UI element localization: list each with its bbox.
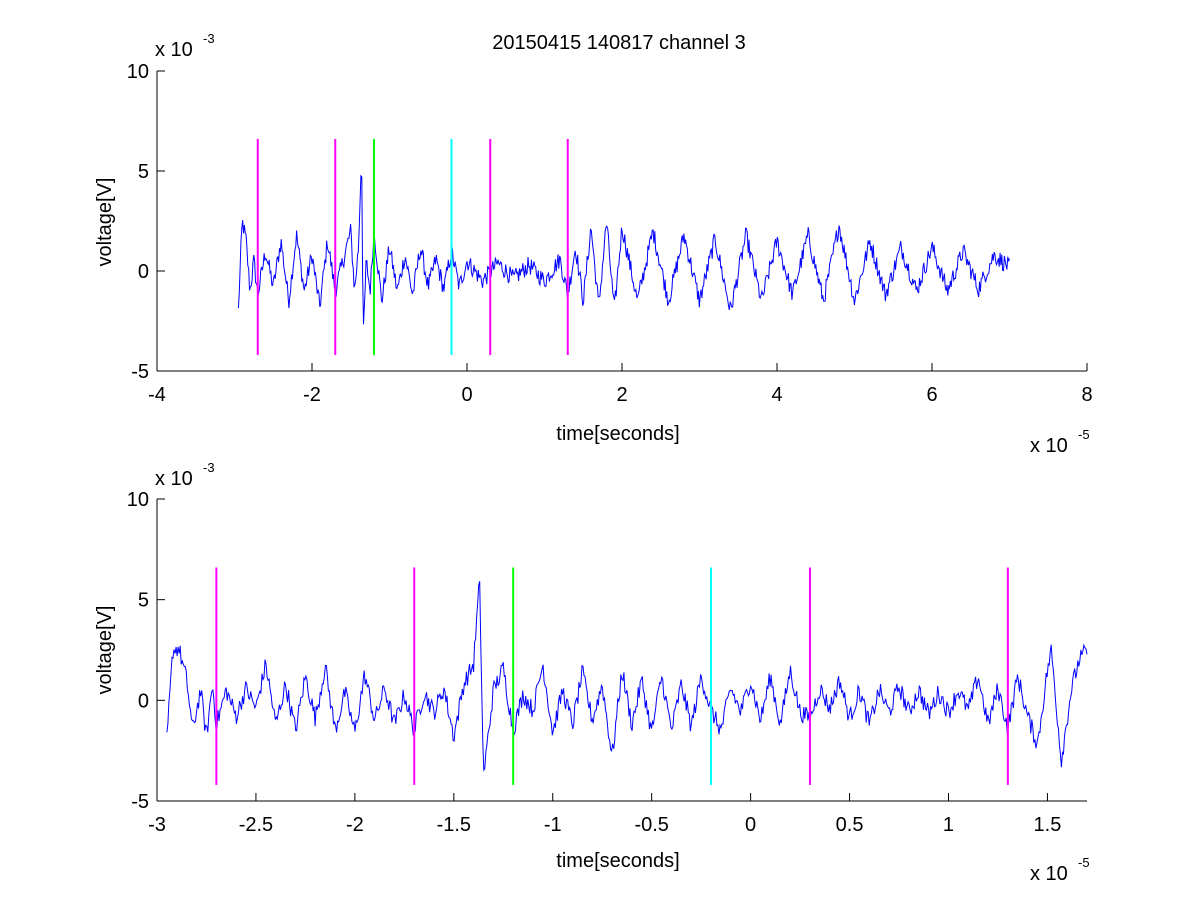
x-tick-label: -2.5	[239, 814, 273, 836]
x-exponent-value: -5	[1078, 427, 1090, 442]
x-tick-label: -1.5	[437, 814, 471, 836]
y-tick-label: 5	[138, 590, 149, 612]
x-tick-label: -1	[544, 814, 562, 836]
x-exponent-label: x 10	[1030, 863, 1068, 885]
x-exponent-value: -5	[1078, 855, 1090, 870]
y-tick-label: -5	[131, 791, 149, 813]
x-tick-label: 6	[926, 384, 937, 406]
x-tick-label: 8	[1081, 384, 1092, 406]
axes-top: x 10 -3 x 10 -5 time[seconds] voltage[V]…	[94, 31, 1093, 457]
x-tick-label: 2	[616, 384, 627, 406]
y-axis-label: voltage[V]	[94, 178, 116, 267]
y-tick-label: -5	[131, 361, 149, 383]
x-tick-label: -2	[346, 814, 364, 836]
x-tick-label: -3	[148, 814, 166, 836]
y-axis-label: voltage[V]	[94, 606, 116, 695]
signal-line	[237, 174, 1010, 325]
x-tick-label: 0.5	[836, 814, 864, 836]
y-exponent-label: x 10	[155, 468, 193, 490]
signal-line	[166, 581, 1088, 772]
x-tick-label: 0	[461, 384, 472, 406]
axes-bottom: x 10 -3 x 10 -5 time[seconds] voltage[V]…	[94, 460, 1090, 885]
y-exponent-value: -3	[203, 460, 215, 475]
y-tick-label: 0	[138, 261, 149, 283]
x-tick-label: 1	[943, 814, 954, 836]
x-axis-label: time[seconds]	[556, 850, 679, 872]
x-tick-label: 1.5	[1034, 814, 1062, 836]
y-exponent-value: -3	[203, 31, 215, 46]
y-tick-label: 10	[127, 61, 149, 83]
x-tick-label: 4	[771, 384, 782, 406]
x-tick-label: -4	[148, 384, 166, 406]
y-tick-label: 5	[138, 161, 149, 183]
y-tick-label: 10	[127, 489, 149, 511]
x-tick-label: -2	[303, 384, 321, 406]
y-exponent-label: x 10	[155, 39, 193, 61]
chart-title: 20150415 140817 channel 3	[492, 32, 746, 54]
x-tick-label: -0.5	[634, 814, 668, 836]
x-axis-label: time[seconds]	[556, 423, 679, 445]
y-tick-label: 0	[138, 690, 149, 712]
x-tick-label: 0	[745, 814, 756, 836]
x-exponent-label: x 10	[1030, 435, 1068, 457]
